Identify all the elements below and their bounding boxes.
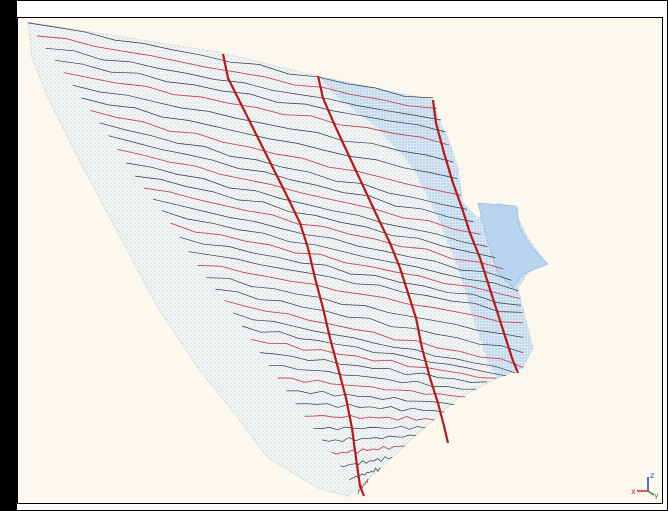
y-axis-label: y	[654, 491, 659, 499]
grid-line	[90, 109, 462, 196]
cut-line-middle	[316, 75, 450, 444]
grid-line	[304, 415, 435, 421]
grid-line	[152, 198, 512, 281]
grid-line	[357, 478, 369, 495]
grid-line	[27, 22, 434, 99]
grid-line	[72, 84, 454, 163]
grid-line	[250, 338, 497, 379]
cut-line-left	[221, 53, 366, 497]
grid-line	[348, 467, 381, 481]
grid-line	[143, 187, 504, 270]
grid-line	[215, 288, 524, 354]
grid-line	[134, 175, 496, 258]
grid-line	[295, 403, 445, 413]
grid-line	[179, 236, 522, 306]
mesh-scene[interactable]	[18, 18, 663, 504]
x-axis-label: x	[631, 487, 636, 496]
grid-line	[268, 364, 477, 390]
grid-line	[126, 162, 488, 247]
cut-line-right	[431, 99, 520, 374]
3d-viewport[interactable]: z x y	[17, 17, 663, 504]
grid-line	[81, 97, 458, 179]
grid-line	[45, 47, 442, 121]
grid-line	[36, 35, 438, 109]
mesh-dense-region	[318, 76, 546, 378]
grid-line	[259, 352, 487, 383]
grid-line	[241, 325, 507, 377]
mesh-spur	[477, 202, 549, 289]
grid-line	[197, 264, 524, 324]
left-border-bar	[0, 0, 17, 511]
axis-triad-icon: z x y	[631, 471, 659, 499]
grid-line	[286, 390, 455, 406]
grid-line	[99, 122, 468, 210]
grid-line	[170, 222, 520, 299]
grid-line	[206, 277, 524, 338]
grid-line	[224, 300, 524, 368]
grid-line	[161, 210, 519, 292]
z-axis-label: z	[650, 471, 654, 480]
grid-line	[108, 135, 474, 223]
grid-line	[63, 72, 450, 146]
grid-line	[322, 434, 416, 442]
grid-line	[331, 445, 405, 455]
grid-line	[232, 312, 516, 374]
grid-line	[54, 59, 446, 133]
grid-line	[340, 456, 393, 468]
grid-line	[188, 251, 523, 313]
grid-line	[117, 148, 481, 235]
grid-line	[313, 425, 426, 431]
